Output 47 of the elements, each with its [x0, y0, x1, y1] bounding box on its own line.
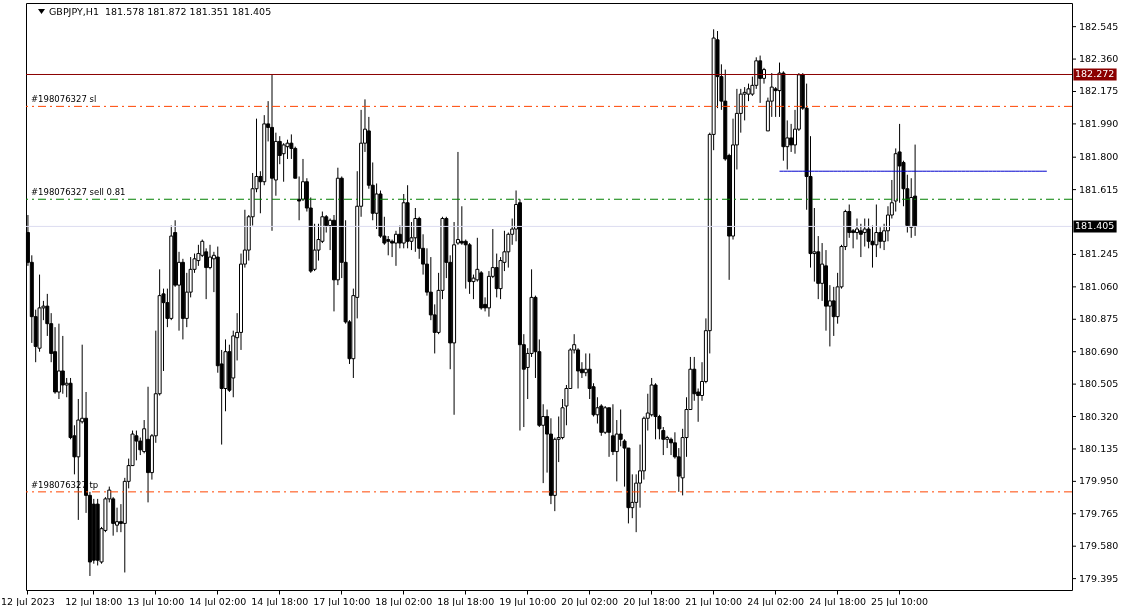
x-tick-label: 18 Jul 02:00 [375, 595, 433, 607]
x-tick-label: 14 Jul 02:00 [189, 595, 247, 607]
x-tick-label: 24 Jul 18:00 [809, 595, 867, 607]
x-tick-label: 19 Jul 10:00 [499, 595, 557, 607]
x-tick-label: 25 Jul 10:00 [871, 595, 929, 607]
y-tick-label: 179.950 [1079, 475, 1119, 487]
candlestick [393, 230, 398, 267]
y-tick-label: 181.060 [1079, 280, 1119, 292]
y-tick-label: 181.615 [1079, 183, 1119, 195]
y-tick-label: 182.360 [1079, 53, 1119, 65]
x-tick-label: 13 Jul 10:00 [127, 595, 185, 607]
candlestick [789, 123, 794, 153]
x-tick-label: 12 Jul 2023 [1, 595, 55, 607]
ref-line-label: #198076327 sl [31, 94, 97, 105]
candlestick [413, 207, 418, 253]
y-tick-label: 179.580 [1079, 540, 1119, 552]
chart-title: GBPJPY,H1 181.578 181.872 181.351 181.405 [49, 6, 272, 17]
x-tick-label: 21 Jul 10:00 [685, 595, 743, 607]
y-tick-label: 179.765 [1079, 507, 1119, 519]
ref-line-label: #198076327 sell 0.81 [31, 187, 126, 198]
candlestick [386, 235, 391, 256]
candlestick [506, 232, 511, 269]
y-tick-label: 182.175 [1079, 85, 1119, 97]
candlestick [60, 335, 65, 395]
y-tick-label: 180.690 [1079, 345, 1119, 357]
y-tick-label: 181.800 [1079, 151, 1119, 163]
candlestick [878, 226, 883, 249]
y-tick-label: 180.320 [1079, 410, 1119, 422]
y-tick-label: 182.545 [1079, 20, 1119, 32]
x-tick-label: 18 Jul 18:00 [437, 595, 495, 607]
x-tick-label: 14 Jul 18:00 [251, 595, 309, 607]
x-tick-label: 17 Jul 10:00 [313, 595, 371, 607]
x-tick-label: 12 Jul 18:00 [65, 595, 123, 607]
x-tick-label: 20 Jul 18:00 [623, 595, 681, 607]
y-tick-label: 180.875 [1079, 313, 1119, 325]
candlestick [459, 205, 464, 246]
x-tick-label: 24 Jul 02:00 [747, 595, 805, 607]
y-tick-label: 180.135 [1079, 442, 1119, 454]
ref-line-label: 181.405 [1075, 220, 1115, 232]
y-tick-label: 179.395 [1079, 572, 1119, 584]
candlestick [281, 142, 286, 183]
y-tick-label: 181.990 [1079, 117, 1119, 129]
y-tick-label: 181.245 [1079, 248, 1119, 260]
ref-line-label: 182.272 [1075, 68, 1115, 80]
x-tick-label: 20 Jul 02:00 [561, 595, 619, 607]
y-tick-label: 180.505 [1079, 378, 1119, 390]
candlestick [858, 223, 863, 258]
